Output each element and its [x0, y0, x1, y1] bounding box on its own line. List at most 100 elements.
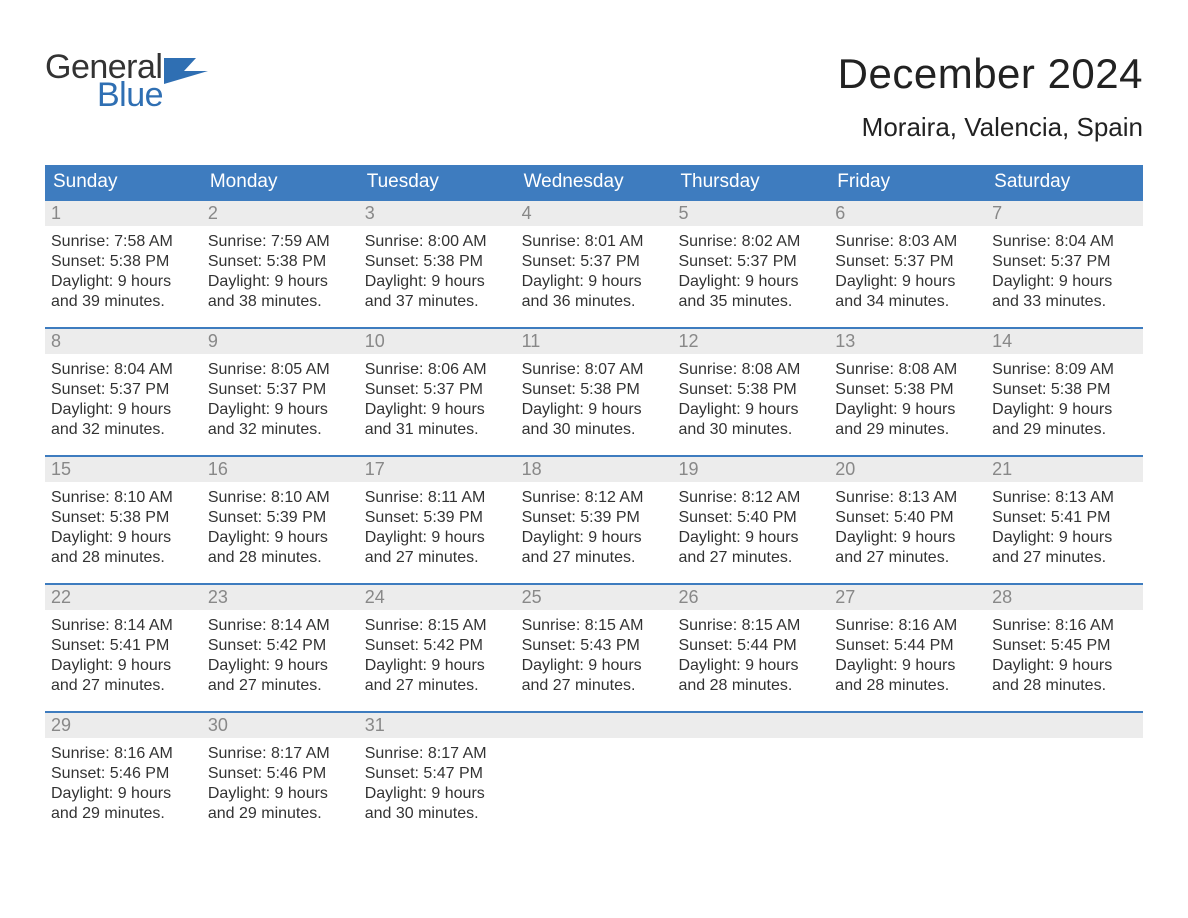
day-cell: 15Sunrise: 8:10 AMSunset: 5:38 PMDayligh…: [45, 457, 202, 583]
sunset-line: Sunset: 5:38 PM: [51, 508, 196, 528]
day-number: 16: [208, 459, 228, 479]
daylight-line-2: and 27 minutes.: [51, 676, 196, 696]
daylight-line-1: Daylight: 9 hours: [522, 400, 667, 420]
day-number-bar: 7: [986, 201, 1143, 226]
day-body: Sunrise: 8:15 AMSunset: 5:43 PMDaylight:…: [516, 610, 673, 702]
weekday-header: Friday: [829, 165, 986, 199]
day-number-bar: 20: [829, 457, 986, 482]
day-number: 8: [51, 331, 61, 351]
daylight-line-2: and 28 minutes.: [208, 548, 353, 568]
logo: General Blue: [45, 50, 208, 112]
day-cell: 6Sunrise: 8:03 AMSunset: 5:37 PMDaylight…: [829, 201, 986, 327]
day-cell: 25Sunrise: 8:15 AMSunset: 5:43 PMDayligh…: [516, 585, 673, 711]
day-cell: 13Sunrise: 8:08 AMSunset: 5:38 PMDayligh…: [829, 329, 986, 455]
location-text: Moraira, Valencia, Spain: [838, 112, 1143, 143]
logo-text-blue: Blue: [97, 78, 208, 112]
daylight-line-2: and 27 minutes.: [522, 548, 667, 568]
sunset-line: Sunset: 5:40 PM: [678, 508, 823, 528]
daylight-line-2: and 35 minutes.: [678, 292, 823, 312]
sunset-line: Sunset: 5:37 PM: [51, 380, 196, 400]
day-number-bar: 31: [359, 713, 516, 738]
day-number-bar: 22: [45, 585, 202, 610]
sunrise-line: Sunrise: 8:08 AM: [678, 360, 823, 380]
daylight-line-2: and 27 minutes.: [678, 548, 823, 568]
day-number: 18: [522, 459, 542, 479]
sunset-line: Sunset: 5:38 PM: [51, 252, 196, 272]
day-body: Sunrise: 8:03 AMSunset: 5:37 PMDaylight:…: [829, 226, 986, 318]
sunset-line: Sunset: 5:45 PM: [992, 636, 1137, 656]
day-body: Sunrise: 8:12 AMSunset: 5:39 PMDaylight:…: [516, 482, 673, 574]
day-cell: 10Sunrise: 8:06 AMSunset: 5:37 PMDayligh…: [359, 329, 516, 455]
day-number: 4: [522, 203, 532, 223]
sunrise-line: Sunrise: 8:09 AM: [992, 360, 1137, 380]
week-row: 29Sunrise: 8:16 AMSunset: 5:46 PMDayligh…: [45, 711, 1143, 839]
daylight-line-1: Daylight: 9 hours: [208, 656, 353, 676]
sunrise-line: Sunrise: 8:01 AM: [522, 232, 667, 252]
day-cell: 16 Sunrise: 8:10 AMSunset: 5:39 PMDayligh…: [202, 457, 359, 583]
day-body: Sunrise: 8:12 AMSunset: 5:40 PMDaylight:…: [672, 482, 829, 574]
day-cell: 28Sunrise: 8:16 AMSunset: 5:45 PMDayligh…: [986, 585, 1143, 711]
daylight-line-2: and 28 minutes.: [51, 548, 196, 568]
sunrise-line: Sunrise: 8:16 AM: [835, 616, 980, 636]
sunrise-line: Sunrise: 8:17 AM: [208, 744, 353, 764]
sunset-line: Sunset: 5:39 PM: [365, 508, 510, 528]
daylight-line-1: Daylight: 9 hours: [522, 528, 667, 548]
day-number: 2: [208, 203, 218, 223]
day-cell: .: [829, 713, 986, 839]
daylight-line-1: Daylight: 9 hours: [678, 656, 823, 676]
day-body: Sunrise: 7:59 AMSunset: 5:38 PMDaylight:…: [202, 226, 359, 318]
sunset-line: Sunset: 5:37 PM: [208, 380, 353, 400]
day-cell: 30Sunrise: 8:17 AMSunset: 5:46 PMDayligh…: [202, 713, 359, 839]
daylight-line-2: and 29 minutes.: [51, 804, 196, 824]
week-row: 15 Sunrise: 8:10 AM Sunset: 5:38 PM Dayligh…: [45, 455, 1143, 583]
sunrise-line: Sunrise: 8:07 AM: [522, 360, 667, 380]
sunrise-line: Sunrise: 8:13 AM: [992, 488, 1137, 508]
day-number-bar: 27: [829, 585, 986, 610]
weeks-container: 1Sunrise: 7:58 AMSunset: 5:38 PMDaylight…: [45, 199, 1143, 839]
sunset-line: Sunset: 5:38 PM: [992, 380, 1137, 400]
day-body: Sunrise: 8:16 AMSunset: 5:46 PMDaylight:…: [45, 738, 202, 830]
day-body: Sunrise: 8:04 AMSunset: 5:37 PMDaylight:…: [45, 354, 202, 446]
daylight-line-1: Daylight: 9 hours: [678, 400, 823, 420]
day-cell: 17Sunrise: 8:11 AMSunset: 5:39 PMDayligh…: [359, 457, 516, 583]
sunrise-line: Sunrise: 7:59 AM: [208, 232, 353, 252]
day-body: Sunrise: 8:14 AMSunset: 5:41 PMDaylight:…: [45, 610, 202, 702]
day-body: Sunrise: 8:01 AMSunset: 5:37 PMDaylight:…: [516, 226, 673, 318]
weekday-header: Monday: [202, 165, 359, 199]
daylight-line-1: Daylight: 9 hours: [51, 272, 196, 292]
day-number-bar: 21: [986, 457, 1143, 482]
day-number: 12: [678, 331, 698, 351]
day-cell: 14Sunrise: 8:09 AMSunset: 5:38 PMDayligh…: [986, 329, 1143, 455]
day-body: Sunrise: 8:09 AMSunset: 5:38 PMDaylight:…: [986, 354, 1143, 446]
daylight-line-2: and 32 minutes.: [208, 420, 353, 440]
day-cell: 23Sunrise: 8:14 AMSunset: 5:42 PMDayligh…: [202, 585, 359, 711]
daylight-line-2: and 29 minutes.: [208, 804, 353, 824]
day-body: Sunrise: 8:02 AMSunset: 5:37 PMDaylight:…: [672, 226, 829, 318]
day-cell: 11Sunrise: 8:07 AMSunset: 5:38 PMDayligh…: [516, 329, 673, 455]
day-number-bar: 6: [829, 201, 986, 226]
daylight-line-1: Daylight: 9 hours: [51, 400, 196, 420]
day-body: Sunrise: 8:15 AMSunset: 5:42 PMDaylight:…: [359, 610, 516, 702]
sunrise-line: Sunrise: 8:14 AM: [51, 616, 196, 636]
daylight-line-2: and 36 minutes.: [522, 292, 667, 312]
daylight-line-2: and 39 minutes.: [51, 292, 196, 312]
day-cell: 21Sunrise: 8:13 AMSunset: 5:41 PMDayligh…: [986, 457, 1143, 583]
sunrise-line: Sunrise: 8:16 AM: [992, 616, 1137, 636]
sunset-line: Sunset: 5:37 PM: [835, 252, 980, 272]
day-cell: 1Sunrise: 7:58 AMSunset: 5:38 PMDaylight…: [45, 201, 202, 327]
day-number: 24: [365, 587, 385, 607]
day-number-bar: .: [986, 713, 1143, 738]
daylight-line-2: and 37 minutes.: [365, 292, 510, 312]
day-number: 15: [51, 459, 71, 479]
sunrise-line: Sunrise: 8:10 AM: [208, 488, 353, 508]
day-body: Sunrise: 8:15 AMSunset: 5:44 PMDaylight:…: [672, 610, 829, 702]
day-number-bar: .: [829, 713, 986, 738]
day-body: Sunrise: 8:10 AMSunset: 5:39 PMDaylight:…: [202, 482, 359, 574]
sunset-line: Sunset: 5:41 PM: [51, 636, 196, 656]
daylight-line-1: Daylight: 9 hours: [835, 656, 980, 676]
day-cell: 2 Sunrise: 7:59 AMSunset: 5:38 PMDaylight…: [202, 201, 359, 327]
daylight-line-2: and 30 minutes.: [678, 420, 823, 440]
day-cell: 8 Sunrise: 8:04 AMSunset: 5:37 PMDaylight…: [45, 329, 202, 455]
day-number-bar: 18: [516, 457, 673, 482]
day-cell: 7Sunrise: 8:04 AMSunset: 5:37 PMDaylight…: [986, 201, 1143, 327]
